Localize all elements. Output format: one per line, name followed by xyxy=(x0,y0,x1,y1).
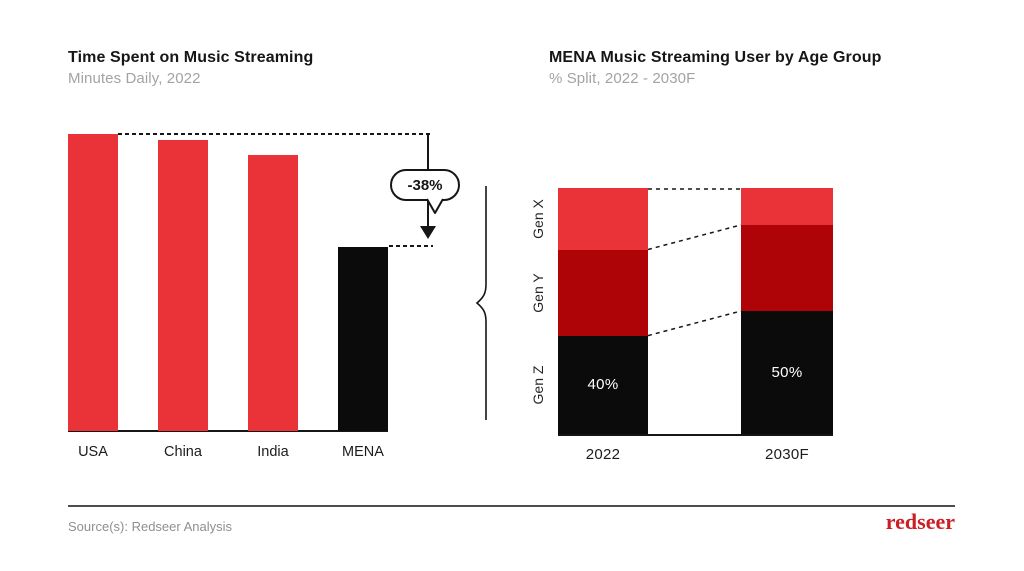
segment-2022-gen-z: 40% xyxy=(558,335,648,434)
redseer-logo: redseer xyxy=(885,509,955,534)
benchmark-dashed-line xyxy=(118,133,433,135)
source-note: Source(s): Redseer Analysis xyxy=(68,519,233,534)
right-x-axis-labels: 2022 2030F xyxy=(558,446,833,466)
callout-label: -38% xyxy=(407,176,443,194)
xtick-india: India xyxy=(257,444,289,460)
data-label-2022: 40% xyxy=(587,376,619,394)
right-chart-title: MENA Music Streaming User by Age Group xyxy=(549,49,882,66)
segment-2022-gen-x xyxy=(558,188,648,250)
left-bar-chart xyxy=(68,134,388,432)
xtick-mena: MENA xyxy=(342,444,384,460)
mena-level-dashed-line xyxy=(389,245,433,247)
ytick-gen-z: Gen Z xyxy=(530,365,546,405)
callout-bubble: -38% xyxy=(390,169,460,201)
footer-divider xyxy=(68,505,955,507)
bar-india xyxy=(248,154,298,431)
segment-2030f-gen-y xyxy=(741,224,833,311)
segment-connector-lines xyxy=(648,188,741,337)
left-x-axis-labels: USA China India MENA xyxy=(68,444,388,464)
xtick-china: China xyxy=(164,444,202,460)
segment-2030f-gen-z: 50% xyxy=(741,311,833,434)
ytick-gen-x: Gen X xyxy=(530,198,546,239)
bar-usa xyxy=(68,134,118,431)
segment-2022-gen-y xyxy=(558,249,648,336)
xtick-2030f: 2030F xyxy=(764,446,810,463)
bar-mena xyxy=(338,246,388,431)
bar-china xyxy=(158,139,208,431)
right-x-axis-line xyxy=(558,434,833,436)
right-chart-subtitle: % Split, 2022 - 2030F xyxy=(549,70,696,87)
xtick-usa: USA xyxy=(78,444,108,460)
arrow-down-icon xyxy=(420,226,436,239)
curly-brace-icon xyxy=(475,186,487,420)
left-chart-subtitle: Minutes Daily, 2022 xyxy=(68,70,201,87)
segment-2030f-gen-x xyxy=(741,188,833,225)
left-x-axis-line xyxy=(68,430,388,432)
right-stacked-chart: 40% 50% Gen Z Gen Y Gen X xyxy=(530,188,833,436)
callout-tail xyxy=(426,198,444,214)
left-chart-title: Time Spent on Music Streaming xyxy=(68,49,314,66)
xtick-2022: 2022 xyxy=(585,446,621,463)
data-label-2030f: 50% xyxy=(771,364,803,381)
